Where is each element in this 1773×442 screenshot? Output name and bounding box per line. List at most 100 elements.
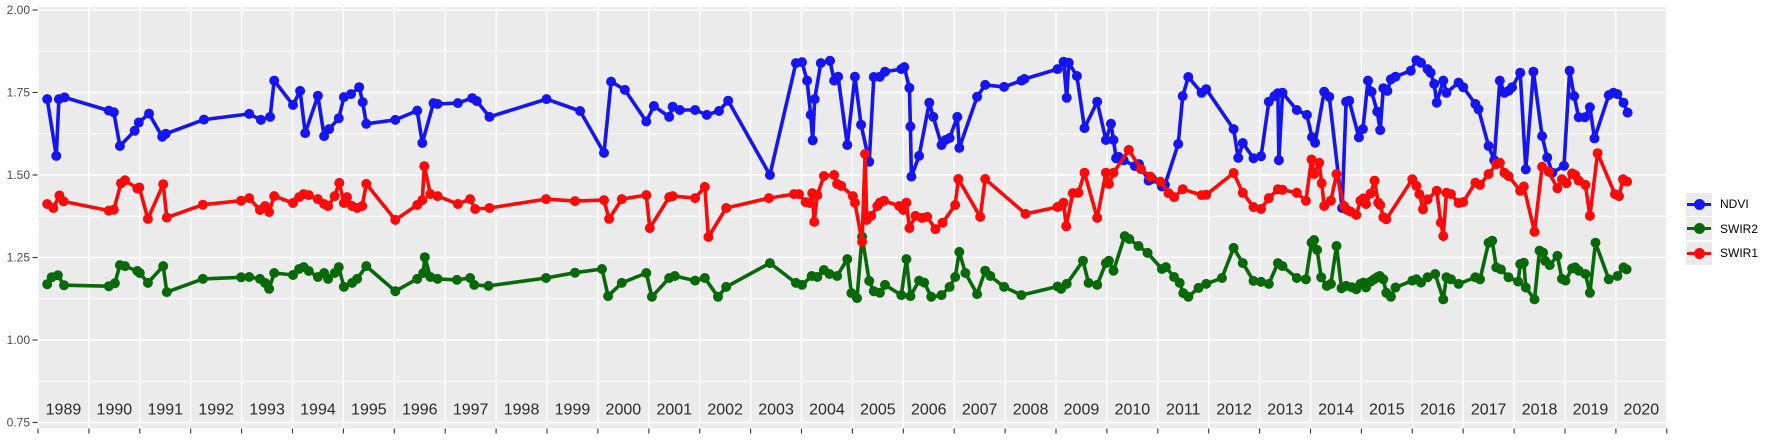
data-point <box>1430 269 1441 279</box>
data-point <box>914 150 925 161</box>
data-point <box>346 89 356 100</box>
x-tick-label: 1992 <box>198 402 234 419</box>
data-point <box>802 75 813 86</box>
data-point <box>616 194 627 205</box>
x-tick-label: 1999 <box>555 402 591 419</box>
data-point <box>1446 189 1456 200</box>
data-point <box>1183 72 1194 82</box>
data-point <box>390 286 401 297</box>
data-point <box>1378 274 1389 285</box>
data-point <box>1306 154 1317 165</box>
data-point <box>1363 75 1373 86</box>
data-point <box>129 125 140 136</box>
data-point <box>269 75 280 86</box>
data-point <box>1201 189 1212 200</box>
data-point <box>198 114 209 125</box>
legend-key-swir2-icon <box>1686 217 1712 241</box>
data-point <box>1458 197 1469 208</box>
data-point <box>922 211 933 222</box>
data-point <box>604 213 615 224</box>
data-point <box>1263 278 1274 289</box>
data-point <box>1331 169 1342 179</box>
data-point <box>1621 264 1632 275</box>
data-point <box>288 100 298 110</box>
data-point <box>936 290 947 301</box>
x-tick-label: 1991 <box>147 402 183 419</box>
data-point <box>1324 91 1335 102</box>
data-point <box>244 272 255 282</box>
data-point <box>1584 287 1595 298</box>
data-point <box>120 261 130 272</box>
x-tick-label: 2011 <box>1166 402 1201 419</box>
data-point <box>901 197 912 208</box>
data-point <box>1319 201 1330 211</box>
data-point <box>1078 255 1088 266</box>
data-point <box>144 108 154 119</box>
data-point <box>764 258 775 269</box>
data-point <box>1216 273 1227 283</box>
data-point <box>1544 260 1555 271</box>
data-point <box>1079 167 1090 178</box>
data-point <box>1073 187 1084 198</box>
data-point <box>597 264 607 274</box>
data-point <box>1612 271 1623 281</box>
data-point <box>255 114 266 125</box>
data-point <box>1375 125 1386 136</box>
data-point <box>354 82 365 93</box>
data-point <box>953 174 964 184</box>
data-point <box>158 261 169 272</box>
y-tick-label: 1.25 <box>7 251 31 265</box>
data-point <box>1529 226 1540 237</box>
data-point <box>334 177 345 188</box>
legend-point-swatch <box>1693 198 1705 210</box>
data-point <box>244 193 255 204</box>
data-point <box>1103 178 1114 189</box>
x-tick-label: 2013 <box>1267 402 1303 419</box>
data-point <box>570 196 580 207</box>
data-point <box>644 223 655 234</box>
data-point <box>1316 178 1327 189</box>
data-point <box>674 105 685 115</box>
data-point <box>1543 166 1554 177</box>
data-point <box>699 273 710 283</box>
data-point <box>1518 257 1529 268</box>
data-point <box>1441 87 1452 98</box>
data-point <box>1124 234 1135 244</box>
data-point <box>1310 137 1321 148</box>
data-point <box>849 71 860 82</box>
data-point <box>1372 106 1383 117</box>
data-point <box>1494 75 1505 86</box>
legend-label-swir2: SWIR2 <box>1720 221 1759 236</box>
data-point <box>1331 241 1342 251</box>
data-point <box>1552 250 1563 261</box>
data-point <box>980 174 991 184</box>
data-point <box>1542 152 1553 163</box>
data-point <box>1351 209 1362 220</box>
data-point <box>1561 178 1572 189</box>
data-point <box>944 133 955 143</box>
data-point <box>713 291 723 302</box>
data-point <box>1592 148 1603 159</box>
data-point <box>1435 217 1446 228</box>
data-point <box>619 84 630 95</box>
x-tick-label: 2018 <box>1522 402 1558 419</box>
data-point <box>1353 132 1364 143</box>
data-point <box>469 279 480 290</box>
data-point <box>972 289 983 300</box>
data-point <box>721 281 732 292</box>
data-point <box>818 171 829 181</box>
y-tick-label: 1.00 <box>7 333 31 347</box>
data-point <box>804 198 815 208</box>
data-point <box>1458 82 1469 93</box>
data-point <box>1475 274 1485 285</box>
x-tick-label: 2009 <box>1064 402 1100 419</box>
data-point <box>338 281 349 292</box>
data-point <box>361 178 372 189</box>
data-point <box>836 180 847 191</box>
data-point <box>1431 97 1442 108</box>
data-point <box>599 147 609 158</box>
data-point <box>1325 195 1336 206</box>
data-point <box>866 210 877 221</box>
data-point <box>342 192 352 203</box>
data-point <box>603 291 614 302</box>
